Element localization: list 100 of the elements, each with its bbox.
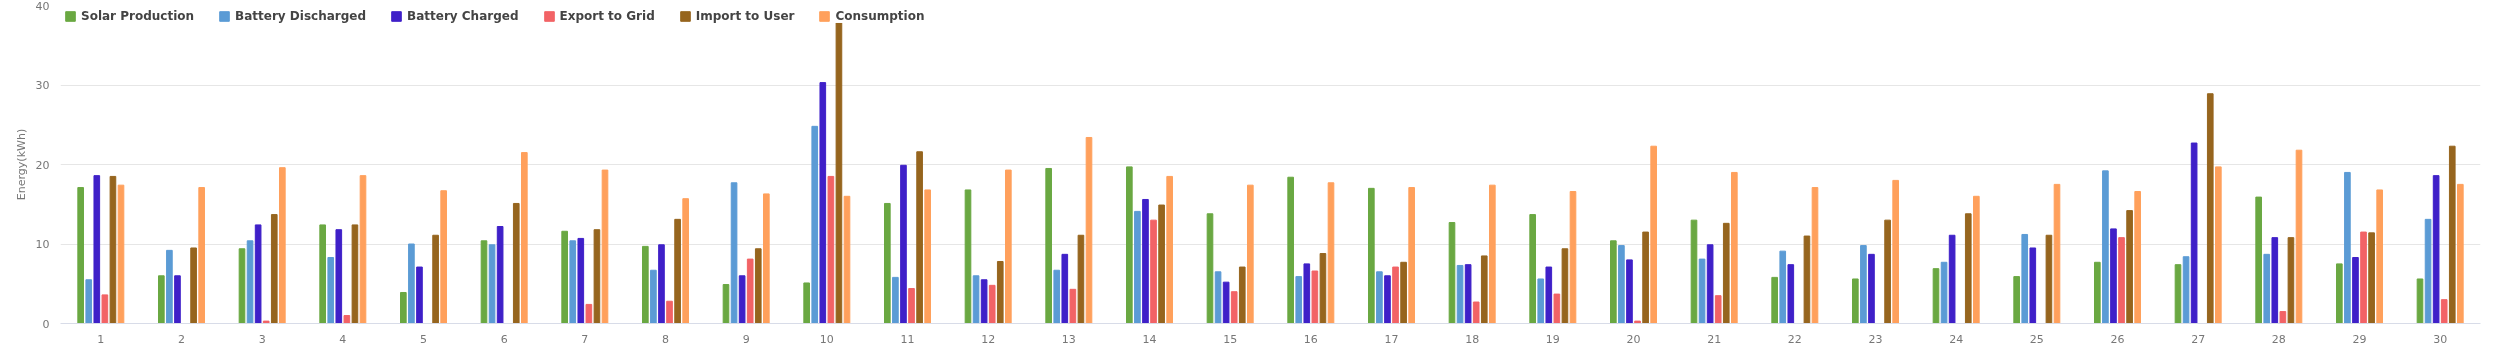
bar [1650, 145, 1657, 324]
x-tick-label: 8 [662, 332, 669, 346]
legend-label: Import to User [695, 9, 795, 23]
x-tick-label: 15 [1223, 332, 1238, 346]
bar [1868, 253, 1875, 324]
bar [1408, 187, 1415, 324]
bar [1706, 244, 1714, 324]
bar [2029, 247, 2037, 324]
bar [319, 224, 326, 324]
x-tick-label: 27 [2191, 332, 2206, 346]
bar [1948, 234, 1956, 324]
bar [1134, 210, 1141, 324]
x-tick-label: 28 [2271, 332, 2286, 346]
bar [1852, 278, 1859, 324]
y-tick-label: 40 [35, 0, 50, 13]
bar [77, 187, 84, 324]
bar [1722, 222, 1730, 324]
bar [1803, 235, 1811, 324]
bar [1618, 245, 1625, 324]
legend-label: Solar Production [81, 9, 195, 23]
y-tick-label: 10 [35, 238, 50, 251]
bar [1295, 276, 1303, 324]
bar [488, 244, 496, 324]
bar [1214, 271, 1222, 324]
bar [1610, 240, 1617, 324]
bar [262, 320, 270, 324]
y-tick-label: 0 [42, 317, 50, 331]
x-tick-label: 20 [1626, 332, 1641, 346]
bar [480, 240, 488, 324]
bar [763, 193, 770, 324]
bar [1158, 204, 1165, 324]
bar [1238, 266, 1246, 324]
bar [238, 248, 246, 324]
bar [2263, 253, 2271, 324]
x-tick-label: 9 [742, 332, 750, 346]
bar [884, 202, 891, 324]
x-tick-label: 26 [2110, 332, 2125, 346]
bar [1311, 270, 1319, 324]
bar [593, 229, 601, 324]
bar [819, 82, 827, 324]
bar [1472, 301, 1480, 324]
bar [343, 315, 351, 324]
bar [1061, 253, 1069, 324]
x-tick-label: 10 [819, 332, 834, 346]
x-tick-label: 2 [178, 332, 185, 346]
bar [2045, 234, 2053, 324]
bar [569, 240, 577, 324]
bar [1964, 213, 1972, 324]
bar [658, 244, 665, 324]
bar [746, 258, 754, 324]
bar [2102, 170, 2109, 324]
bar [270, 214, 278, 324]
bar [835, 22, 843, 324]
x-tick-label: 3 [258, 332, 266, 346]
bar [1456, 264, 1464, 324]
x-tick-label: 14 [1142, 332, 1157, 346]
bar [2255, 196, 2262, 324]
bar [327, 257, 335, 324]
bar [1731, 171, 1738, 324]
bar [279, 167, 286, 324]
bar [416, 266, 423, 324]
bar [803, 282, 810, 324]
bar [1319, 253, 1327, 324]
bar [1537, 278, 1545, 324]
bar [827, 175, 835, 324]
bar [351, 224, 359, 324]
bar [1327, 182, 1335, 324]
bar [1045, 167, 1052, 324]
bar [1811, 187, 1819, 324]
bar [512, 202, 520, 324]
bar [642, 245, 649, 324]
bar [916, 151, 923, 324]
bar [996, 260, 1004, 324]
bar [198, 187, 205, 324]
bar [2368, 232, 2375, 324]
bar [1626, 259, 1633, 324]
bar [1698, 258, 1706, 324]
bar [980, 279, 988, 324]
bar [1714, 295, 1722, 324]
bar [1230, 291, 1238, 324]
bar [101, 294, 109, 324]
bar [1400, 261, 1407, 324]
bar [2190, 142, 2198, 324]
bar [2448, 145, 2456, 324]
bar [1940, 261, 1948, 324]
bar [1005, 169, 1012, 324]
bar [158, 275, 165, 324]
bar [190, 247, 197, 324]
bar [1077, 234, 1085, 324]
bar [1569, 191, 1577, 324]
legend-label: Consumption [835, 9, 925, 23]
bar [400, 291, 407, 324]
bar [1448, 222, 1456, 324]
bar [1771, 276, 1778, 324]
bar [1166, 175, 1173, 324]
legend-label: Battery Charged [407, 9, 519, 23]
x-tick-label: 12 [981, 332, 996, 346]
bar [908, 288, 915, 324]
x-tick-label: 5 [420, 332, 427, 346]
bar [738, 275, 746, 324]
